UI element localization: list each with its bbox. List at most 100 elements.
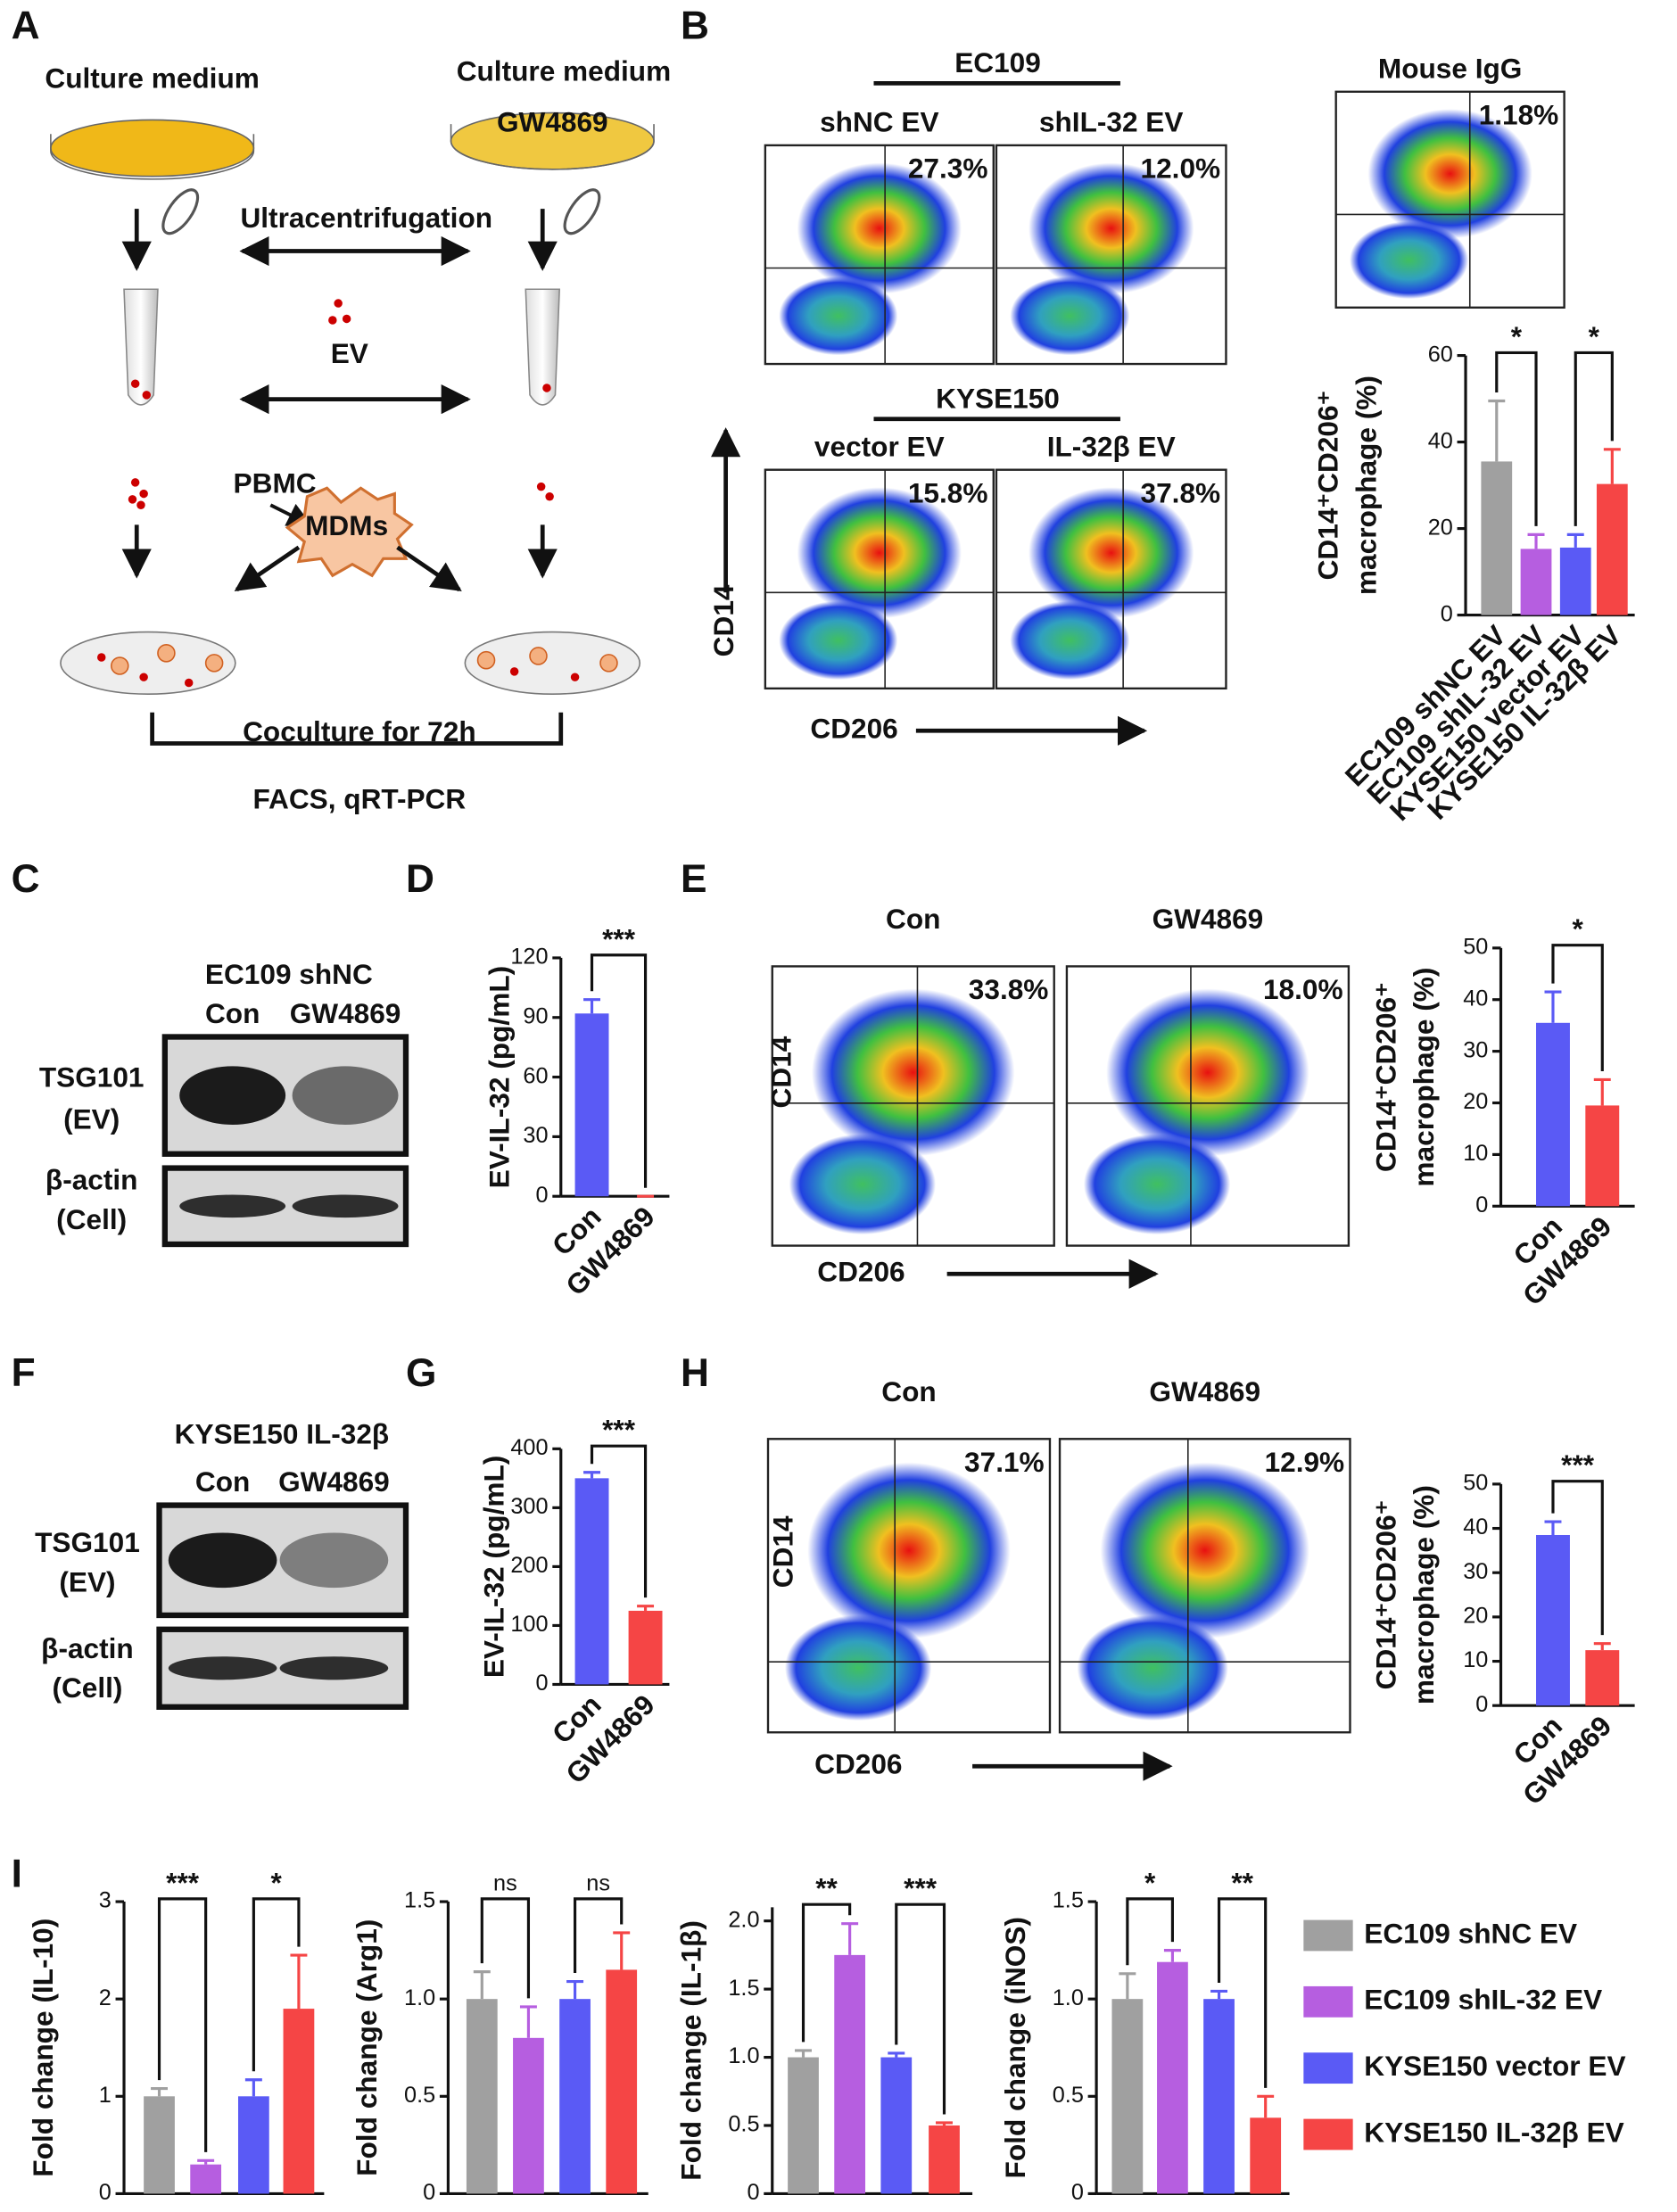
- y-tick-label: 30: [523, 1123, 548, 1148]
- bar: [880, 2057, 913, 2194]
- significance-label: ns: [586, 1871, 610, 1896]
- bar: [1596, 483, 1628, 615]
- panel-letter: I: [12, 1852, 22, 1895]
- bar: [466, 1999, 498, 2194]
- row-label: β-actin: [45, 1164, 138, 1196]
- percent-label: 18.0%: [1263, 973, 1343, 1005]
- percent-label: 37.1%: [964, 1446, 1045, 1478]
- panel-letter: E: [681, 857, 706, 901]
- bar: [1585, 1650, 1620, 1706]
- flow-population: [1106, 988, 1309, 1157]
- significance-label: ***: [904, 1872, 938, 1904]
- y-tick-label: 10: [1463, 1647, 1488, 1672]
- panel-letter: B: [681, 4, 709, 47]
- percent-label: 15.8%: [908, 476, 988, 508]
- y-axis-label: Fold change (IL-1β): [675, 1920, 707, 2181]
- y-tick-label: 0: [536, 1183, 549, 1208]
- bar: [628, 1610, 663, 1685]
- tube: [123, 288, 159, 406]
- bar: [559, 1999, 591, 2194]
- blot-band: [292, 1066, 399, 1125]
- y-tick-label: 2: [99, 1985, 112, 2010]
- significance-label: *: [1144, 1866, 1156, 1898]
- legend-swatch: [1303, 2052, 1353, 2084]
- flow-population: [807, 1462, 1011, 1638]
- label: Culture medium: [45, 62, 259, 94]
- bar: [574, 1478, 609, 1685]
- bar: [834, 1954, 866, 2194]
- significance-label: *: [270, 1866, 282, 1898]
- flow-population: [789, 1134, 937, 1235]
- blot-band: [179, 1066, 286, 1125]
- axis-label: CD14: [766, 1515, 798, 1588]
- legend-swatch: [1303, 2118, 1353, 2150]
- group-title: KYSE150: [936, 383, 1060, 415]
- significance-label: ***: [602, 1414, 636, 1446]
- y-tick-label: 100: [510, 1612, 548, 1637]
- y-tick-label: 30: [1463, 1559, 1488, 1584]
- workflow-diagram: Culture medium Culture medium GW4869 Ult…: [45, 55, 671, 815]
- y-tick-label: 40: [1463, 986, 1488, 1011]
- dish: [60, 631, 236, 695]
- percent-label: 1.18%: [1479, 99, 1559, 131]
- significance-bracket: [590, 1444, 648, 1598]
- y-tick-label: 20: [1463, 1604, 1488, 1629]
- y-tick-label: 120: [510, 945, 548, 970]
- flow-population: [779, 600, 898, 681]
- y-tick-label: 0: [1071, 2180, 1084, 2205]
- flow-population: [1083, 1134, 1231, 1235]
- y-tick-label: 60: [523, 1063, 548, 1088]
- label: PBMC: [234, 466, 317, 499]
- bar: [1536, 1534, 1570, 1706]
- y-tick-label: 0: [99, 2180, 112, 2205]
- y-tick-label: 0: [423, 2180, 435, 2205]
- row-label: (Cell): [52, 1671, 122, 1704]
- group-title: EC109: [954, 46, 1041, 78]
- y-tick-label: 0: [747, 2180, 759, 2205]
- significance-label: **: [1231, 1866, 1253, 1898]
- y-tick-label: 40: [1463, 1515, 1488, 1539]
- y-axis-label: macrophage (%): [1350, 376, 1382, 595]
- y-tick-label: 0.5: [1053, 2083, 1084, 2108]
- bar: [144, 2096, 175, 2194]
- plot-label: shNC EV: [820, 106, 938, 138]
- significance-bracket: [895, 1902, 946, 2115]
- panel-letter: F: [12, 1351, 36, 1395]
- panel-letter: A: [12, 4, 40, 47]
- flow-population: [1028, 487, 1194, 619]
- y-tick-label: 1: [99, 2083, 112, 2108]
- label: EV: [331, 337, 368, 369]
- bar: [283, 2009, 315, 2194]
- y-axis-label: EV-IL-32 (pg/mL): [477, 1456, 509, 1679]
- y-tick-label: 0: [536, 1671, 549, 1696]
- percent-label: 27.3%: [908, 153, 988, 185]
- percent-label: 33.8%: [969, 973, 1049, 1005]
- lane-label: Con: [195, 1465, 250, 1498]
- axis-label: CD206: [810, 713, 897, 745]
- significance-bracket: [252, 1897, 301, 2072]
- mdm-cell: [285, 486, 414, 578]
- blot-band: [168, 1532, 277, 1589]
- bracket: [150, 712, 564, 746]
- y-tick-label: 20: [1428, 515, 1453, 540]
- y-tick-label: 10: [1463, 1141, 1488, 1166]
- percent-label: 37.8%: [1141, 476, 1221, 508]
- panel-letter: D: [406, 857, 434, 901]
- significance-label: **: [815, 1872, 838, 1904]
- blot-band: [168, 1656, 277, 1680]
- y-tick-label: 0: [1475, 1193, 1488, 1217]
- label: MDMs: [305, 509, 388, 541]
- legend-swatch: [1303, 1985, 1353, 2018]
- plot-label: Con: [881, 1375, 936, 1407]
- legend-label: EC109 shNC EV: [1364, 1917, 1577, 1949]
- y-tick-label: 200: [510, 1553, 548, 1578]
- significance-bracket: [157, 1897, 208, 2152]
- significance-bracket: [1126, 1897, 1174, 1966]
- significance-label: *: [1572, 912, 1583, 945]
- bar: [1559, 547, 1591, 615]
- y-tick-label: 50: [1463, 935, 1488, 960]
- axis-label: CD14: [707, 584, 739, 656]
- legend-label: EC109 shIL-32 EV: [1364, 1984, 1602, 2016]
- y-tick-label: 1.0: [1053, 1985, 1084, 2010]
- blot-band: [279, 1532, 389, 1589]
